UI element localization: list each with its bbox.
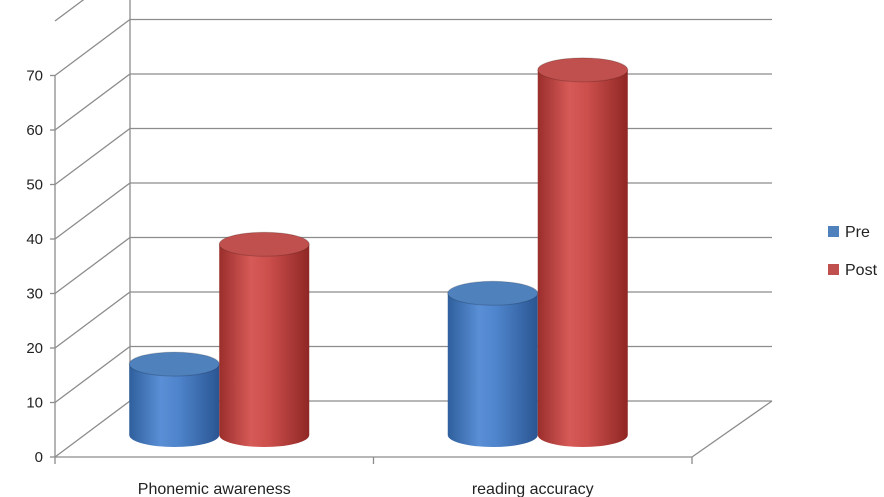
x-tick-label: reading accuracy [472,481,594,497]
gridline-side [54,345,131,404]
bar-body [129,364,220,447]
bar-body [447,293,538,447]
gridline-side [54,73,131,131]
legend-label-pre: Pre [845,224,870,241]
legend-swatch-pre [828,226,839,237]
y-tick-label: 20 [26,340,43,357]
bar-post [218,231,310,447]
y-tick-label: 50 [26,177,43,194]
axis-labels: 0 10 20 30 40 50 60 70 Phonemic awareness reading… [26,68,593,497]
y-tick-label: 70 [26,68,43,85]
gridline-side [54,182,131,240]
legend: Pre Post [828,224,878,279]
bar-pre [447,280,539,447]
gridline-side [54,0,85,22]
bar-body [219,244,310,447]
y-tick-label: 40 [26,231,43,248]
gridline-side [54,18,131,77]
bar-top [447,280,539,306]
gridline-side [54,127,131,186]
bar-body [537,69,628,447]
bar-top [218,231,310,257]
gridline-side [54,236,131,295]
legend-swatch-post [828,264,839,275]
y-tick-label: 30 [26,286,43,303]
bars [128,57,629,447]
floor-right-edge [691,400,773,458]
gridline-side [54,291,131,349]
bar-pre [128,351,220,447]
floor-left-edge [54,400,131,458]
bar-top [537,57,629,83]
legend-label-post: Post [845,262,878,279]
y-tick-label: 0 [35,449,43,466]
y-tick-label: 10 [26,395,43,412]
bar-post [537,57,629,447]
y-tick-label: 60 [26,122,43,139]
x-tick-label: Phonemic awareness [138,481,291,497]
axes [50,74,773,464]
bar-top [128,351,220,377]
gridlines [54,0,772,404]
